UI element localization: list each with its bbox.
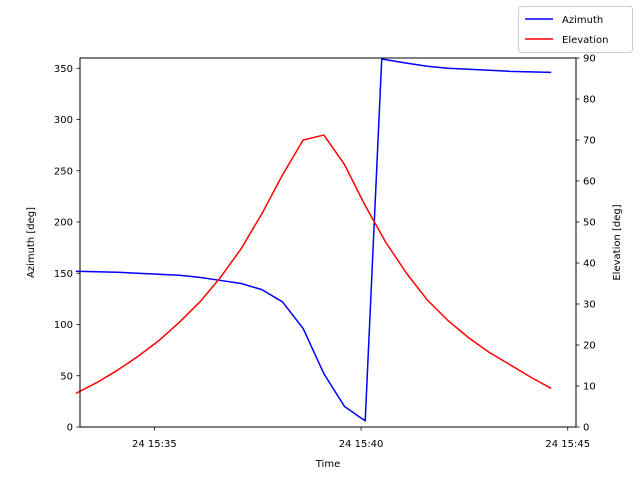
series-line-elevation bbox=[75, 134, 552, 395]
y-tick-label-right: 10 bbox=[583, 382, 596, 393]
y-tick-label-right: 40 bbox=[583, 259, 596, 270]
y-tick-label-left: 150 bbox=[54, 269, 73, 280]
y-axis-label-left: Azimuth [deg] bbox=[26, 207, 37, 278]
y-tick-label-left: 200 bbox=[54, 218, 73, 229]
legend-label-elevation: Elevation bbox=[562, 35, 608, 46]
x-tick-label: 24 15:45 bbox=[545, 439, 590, 450]
y-tick-label-right: 90 bbox=[583, 54, 596, 65]
x-axis-label: Time bbox=[315, 459, 340, 470]
series-line-azimuth bbox=[75, 58, 552, 422]
legend: Azimuth Elevation bbox=[518, 6, 633, 53]
y-tick-label-right: 30 bbox=[583, 300, 596, 311]
y-tick-label-left: 350 bbox=[54, 64, 73, 75]
y-tick-label-right: 50 bbox=[583, 218, 596, 229]
y-tick-label-right: 0 bbox=[583, 423, 589, 434]
y-tick-label-left: 0 bbox=[67, 423, 73, 434]
y-tick-label-left: 250 bbox=[54, 166, 73, 177]
y-tick-label-left: 100 bbox=[54, 320, 73, 331]
x-tick-label: 24 15:35 bbox=[132, 439, 177, 450]
axes-frame bbox=[79, 57, 577, 428]
legend-label-azimuth: Azimuth bbox=[562, 15, 603, 26]
y-tick-label-left: 300 bbox=[54, 115, 73, 126]
plot-area bbox=[75, 58, 552, 422]
x-tick-label: 24 15:40 bbox=[339, 439, 384, 450]
y-tick-label-left: 50 bbox=[60, 371, 73, 382]
y-tick-label-right: 60 bbox=[583, 177, 596, 188]
y-tick-label-right: 20 bbox=[583, 341, 596, 352]
y-tick-label-right: 80 bbox=[583, 95, 596, 106]
y-axis-label-right: Elevation [deg] bbox=[612, 204, 623, 280]
y-tick-label-right: 70 bbox=[583, 136, 596, 147]
legend-box bbox=[518, 6, 633, 53]
